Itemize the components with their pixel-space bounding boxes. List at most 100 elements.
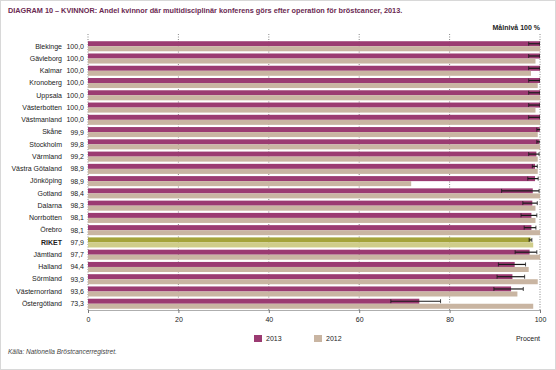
tick: Västra Götaland <box>11 165 88 172</box>
data-label: 100,0 <box>66 116 84 123</box>
error-bar <box>529 153 539 154</box>
data-label: 98,1 <box>70 214 84 221</box>
bar <box>88 299 419 304</box>
tick-label: Gotland <box>37 190 62 197</box>
tick: 60 <box>356 310 364 323</box>
frame <box>1 1 556 370</box>
error-bar-cap <box>536 213 537 217</box>
data-label: 93,6 <box>70 288 84 295</box>
series <box>88 41 540 304</box>
error-bar-cap <box>390 299 391 303</box>
tick: Jönköping <box>30 177 88 185</box>
bar <box>88 230 540 235</box>
tick-mark <box>88 310 89 313</box>
error-bar-cap <box>528 103 529 107</box>
tick-label: RIKET <box>41 239 63 246</box>
bar <box>88 237 531 242</box>
axis-title: Procent <box>516 335 540 342</box>
tick: Kronoberg <box>29 79 88 87</box>
tick-mark <box>540 310 541 313</box>
data-label: 100,0 <box>66 67 84 74</box>
tick: Östergötland <box>22 300 88 308</box>
error-bar-cap <box>528 79 529 83</box>
data-label: 100,0 <box>66 55 84 62</box>
tick-label: Jämtland <box>34 251 63 258</box>
data-label: 99,9 <box>70 129 84 136</box>
bar <box>88 213 531 218</box>
error-bar-cap <box>497 275 498 279</box>
bar <box>88 169 538 174</box>
bar <box>88 46 540 51</box>
bar <box>88 255 540 260</box>
error-bar <box>532 166 537 167</box>
error-bar-cap <box>536 128 537 132</box>
title: DIAGRAM 10 – KVINNOR: Andel kvinnor där … <box>8 6 402 15</box>
error-bar-cap <box>528 54 529 58</box>
tick-label: 40 <box>265 316 273 323</box>
error-bar <box>528 178 538 179</box>
tick-mark <box>359 310 360 313</box>
error-bar-cap <box>440 299 441 303</box>
error-bar <box>494 288 523 289</box>
data-label: 97,9 <box>70 239 84 246</box>
tick-label: Västmanland <box>21 116 62 123</box>
bar <box>88 108 535 113</box>
legend-item: 2012 <box>314 335 342 342</box>
error-bar <box>537 141 540 142</box>
tick: 20 <box>175 310 183 323</box>
tick-label: 20 <box>175 316 183 323</box>
error-bar-cap <box>540 54 541 58</box>
error-bar <box>502 190 540 191</box>
data-label: 98,9 <box>70 165 84 172</box>
bar <box>88 218 535 223</box>
tick-label: Jönköping <box>30 177 62 185</box>
error-bar-cap <box>522 201 523 205</box>
bar <box>88 95 540 100</box>
data-label: 93,9 <box>70 276 84 283</box>
bar <box>88 41 540 46</box>
tick: Skåne <box>42 128 88 135</box>
x-axis: 020406080100 <box>87 310 547 323</box>
tick-label: Uppsala <box>36 92 62 100</box>
tick: Västmanland <box>21 116 88 123</box>
error-bar <box>523 203 537 204</box>
legend-item: 2013 <box>254 335 282 342</box>
data-label: 73,3 <box>70 300 84 307</box>
y-axis: Blekinge Gävleborg Kalmar Kronoberg Uppsala V… <box>11 42 88 307</box>
tick-label: Kronoberg <box>29 79 62 87</box>
error-bar <box>529 104 540 105</box>
bar <box>88 206 535 211</box>
error-bar-cap <box>523 287 524 291</box>
tick: Blekinge <box>35 42 88 50</box>
bar <box>88 59 535 64</box>
data-label: 98,9 <box>70 178 84 185</box>
tick-label: Värmland <box>32 153 62 160</box>
error-bar-cap <box>537 201 538 205</box>
tick-label: Kalmar <box>40 67 63 74</box>
tick-label: Gävleborg <box>30 55 62 63</box>
data-label: 97,7 <box>70 251 84 258</box>
error-bar-cap <box>498 262 499 266</box>
bar <box>88 66 540 71</box>
bar <box>88 274 512 279</box>
error-bar-cap <box>539 152 540 156</box>
tick-mark <box>178 310 179 313</box>
tick: Norrbotten <box>29 214 88 221</box>
tick-label: Västernorrland <box>16 288 62 295</box>
error-bar-cap <box>540 103 541 107</box>
error-bar-cap <box>540 140 541 144</box>
chart: DIAGRAM 10 – KVINNOR: Andel kvinnor där … <box>0 0 556 370</box>
data-label: 98,3 <box>70 202 84 209</box>
error-bar-cap <box>540 128 541 132</box>
bar <box>88 279 538 284</box>
bar <box>88 242 533 247</box>
bar <box>88 90 540 95</box>
tick: Gotland <box>37 190 88 197</box>
error-bar-cap <box>501 189 502 193</box>
tick: Värmland <box>32 153 88 160</box>
tick-label: Örebro <box>40 226 62 233</box>
bar <box>88 225 531 230</box>
error-bar-cap <box>540 79 541 83</box>
tick-label: Blekinge <box>35 42 62 50</box>
source: Källa: Nationella Bröstcancerregistret. <box>8 348 117 356</box>
